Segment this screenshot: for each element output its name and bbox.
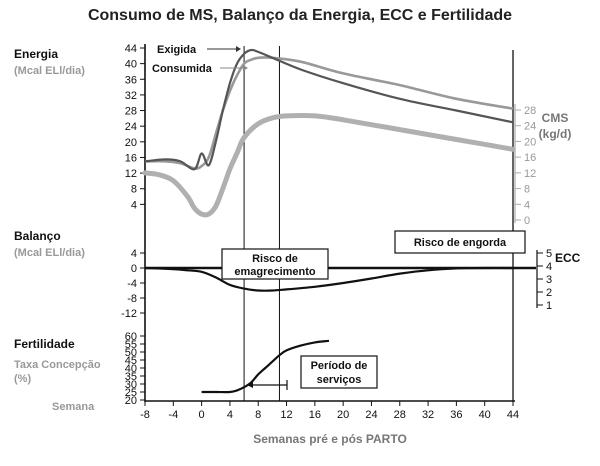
x-tick-label: 40	[479, 409, 491, 421]
balanco-sublabel: (Mcal ELl/dia)	[14, 247, 85, 259]
energia-y-tick-label: 36	[125, 74, 137, 86]
energia-y-tick-label: 12	[125, 168, 137, 180]
legend-layer: Exigida Consumida	[152, 44, 248, 75]
chart-title: Consumo de MS, Balanço da Energia, ECC e…	[88, 7, 512, 24]
cms-tick-label: 24	[524, 121, 536, 133]
energia-y-tick-label: 28	[125, 106, 137, 118]
fert-y-tick-label: 25	[125, 387, 137, 399]
fertilidade-sublabel-line2: (%)	[14, 373, 31, 385]
balanco-series-line	[144, 266, 514, 292]
x-tick-label: 44	[507, 409, 519, 421]
semana-row-label: Semana	[52, 401, 95, 413]
fert-y-tick-label: 50	[125, 347, 137, 359]
legend-consumida-label: Consumida	[152, 63, 213, 75]
energia-y-tick-label: 44	[125, 43, 137, 55]
energia-y-tick-label: 20	[125, 137, 137, 149]
fert-y-tick-label: 35	[125, 371, 137, 383]
fert-y-tick-label: 40	[125, 363, 137, 375]
balanco-y-tick-label: -4	[127, 278, 137, 290]
axes-layer: 481216202428323640440481216202428-12-8-4…	[121, 43, 552, 421]
energia-sublabel: (Mcal ELl/dia)	[14, 65, 85, 77]
x-tick-label: 0	[199, 409, 205, 421]
balanco-label: Balanço	[14, 229, 61, 243]
cms-tick-label: 20	[524, 136, 536, 148]
energia-y-tick-label: 16	[125, 152, 137, 164]
annotation-box-engorda	[394, 230, 526, 254]
annotation-emagrecimento-line1: Risco de	[252, 253, 298, 265]
x-tick-label: 12	[280, 409, 292, 421]
periodo-arrowhead-left	[247, 382, 253, 388]
ecc-tick-label: 1	[546, 300, 552, 312]
annotation-periodo-line1: Período de	[311, 360, 368, 372]
cms-tick-label: 8	[524, 184, 530, 196]
x-tick-label: 16	[309, 409, 321, 421]
ecc-tick-label: 4	[546, 261, 552, 273]
fert-y-tick-label: 60	[125, 331, 137, 343]
fert-y-tick-label: 45	[125, 355, 137, 367]
annotation-box-emagrecimento	[221, 248, 329, 280]
legend-consumida-arrowhead	[243, 65, 248, 71]
ecc-tick-label: 5	[546, 248, 552, 260]
fert-y-tick-label: 30	[125, 379, 137, 391]
balanco-y-tick-label: 4	[131, 248, 137, 260]
energia-label: Energia	[14, 47, 58, 61]
x-tick-label: 32	[422, 409, 434, 421]
fert-y-tick-label: 20	[125, 395, 137, 407]
x-tick-label: -8	[140, 409, 150, 421]
cms-axis-sublabel: (kg/d)	[539, 127, 572, 141]
cms-tick-label: 0	[524, 215, 530, 227]
legend-exigida-arrowhead	[236, 46, 241, 52]
cms-tick-label: 4	[524, 199, 530, 211]
x-tick-label: 24	[365, 409, 377, 421]
cms-tick-label: 12	[524, 168, 536, 180]
fertilidade-label: Fertilidade	[14, 337, 75, 351]
cms-axis-label: CMS	[542, 111, 569, 125]
x-tick-label: 8	[255, 409, 261, 421]
x-tick-label: 28	[394, 409, 406, 421]
fertilidade-sublabel: Taxa Concepção (%)	[14, 359, 104, 385]
annotation-emagrecimento-line2: emagrecimento	[234, 266, 316, 278]
annotation-box-periodo	[300, 355, 378, 389]
balanco-y-tick-label: -12	[121, 308, 137, 320]
cms-tick-label: 28	[524, 105, 536, 117]
x-tick-label: 20	[337, 409, 349, 421]
fert-y-tick-label: 55	[125, 339, 137, 351]
ecc-axis-label: ECC	[555, 251, 581, 265]
cms-series-line	[142, 113, 516, 218]
ecc-tick-label: 2	[546, 287, 552, 299]
energia-y-tick-label: 40	[125, 59, 137, 71]
x-tick-label: 4	[227, 409, 233, 421]
balanco-y-tick-label: -8	[127, 293, 137, 305]
x-axis-title: Semanas pré e pós PARTO	[253, 432, 407, 446]
fertilidade-sublabel-line1: Taxa Concepção	[14, 359, 101, 371]
annotation-engorda-label: Risco de engorda	[414, 237, 507, 249]
exigida-series-line	[144, 48, 514, 171]
energia-y-tick-label: 32	[125, 90, 137, 102]
x-tick-label: -4	[168, 409, 178, 421]
x-tick-label: 36	[450, 409, 462, 421]
legend-exigida-label: Exigida	[157, 44, 197, 56]
series-layer	[142, 48, 516, 394]
cms-tick-label: 16	[524, 152, 536, 164]
ecc-tick-label: 3	[546, 274, 552, 286]
balanco-y-tick-label: 0	[131, 263, 137, 275]
energia-y-tick-label: 4	[131, 199, 137, 211]
energia-y-tick-label: 8	[131, 184, 137, 196]
annotation-periodo-line2: serviços	[317, 374, 362, 386]
energia-y-tick-label: 24	[125, 121, 137, 133]
fertilidade-series-line	[201, 339, 330, 394]
